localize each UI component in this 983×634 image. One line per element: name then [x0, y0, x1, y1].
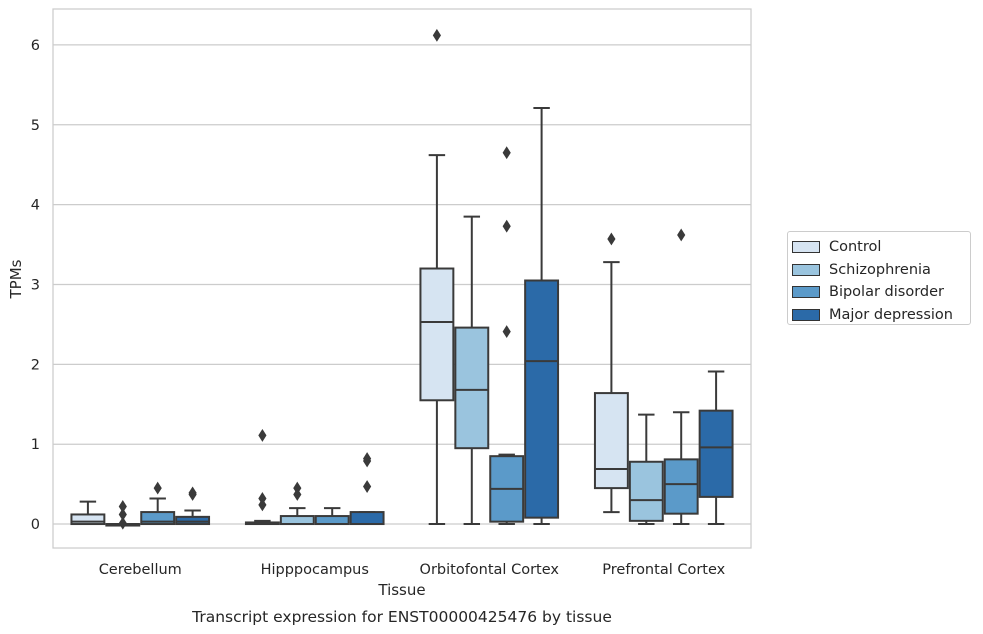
legend-label-bipolar-disorder: Bipolar disorder [829, 284, 944, 301]
legend-item-bipolar-disorder: Bipolar disorder [792, 281, 970, 304]
y-tick-label-1: 1 [31, 437, 40, 453]
x-axis-label: Tissue [377, 581, 425, 599]
box-control-prefrontal-cortex [593, 232, 629, 514]
box-major-depression-prefrontal-cortex [698, 370, 734, 526]
legend-swatch-bipolar-disorder [792, 286, 820, 299]
y-tick-label-0: 0 [31, 517, 40, 533]
outlier-point-control-hipppocampus-2 [258, 428, 267, 442]
gridlines [53, 44, 751, 525]
box-body-major-depression-hipppocampus [349, 511, 385, 526]
outlier-point-bipolar-disorder-orbitofontal-cortex-0 [502, 325, 511, 339]
plot-area-frame [52, 8, 752, 549]
box-schizophrenia-cerebellum [105, 500, 141, 530]
box-body-bipolar-disorder-cerebellum [140, 511, 176, 526]
box-control-hipppocampus [244, 428, 280, 526]
box-bipolar-disorder-orbitofontal-cortex [489, 146, 525, 526]
outlier-point-major-depression-cerebellum-1 [188, 486, 197, 500]
box-body-bipolar-disorder-hipppocampus [314, 515, 350, 526]
box-major-depression-orbitofontal-cortex [524, 107, 560, 526]
box-plot-series [70, 28, 734, 530]
outlier-point-bipolar-disorder-orbitofontal-cortex-2 [502, 146, 511, 160]
box-schizophrenia-prefrontal-cortex [628, 413, 664, 526]
legend: Control Schizophrenia Bipolar disorder M… [787, 231, 971, 325]
x-tick-label-prefrontal-cortex: Prefrontal Cortex [602, 562, 725, 578]
box-body-major-depression-cerebellum [175, 515, 211, 526]
box-body-control-cerebellum [70, 513, 106, 526]
box-body-major-depression-orbitofontal-cortex [524, 279, 560, 519]
outlier-point-control-hipppocampus-1 [258, 492, 267, 505]
y-tick-label-3: 3 [31, 277, 40, 293]
y-tick-label-2: 2 [31, 357, 40, 373]
x-tick-label-orbitofontal-cortex: Orbitofontal Cortex [420, 562, 560, 578]
y-tick-label-6: 6 [31, 38, 40, 54]
outlier-point-bipolar-disorder-prefrontal-cortex-0 [677, 228, 686, 242]
legend-swatch-schizophrenia [792, 263, 820, 276]
legend-label-control: Control [829, 239, 882, 256]
box-control-cerebellum [70, 500, 106, 526]
y-tick-label-4: 4 [31, 198, 40, 214]
box-body-schizophrenia-hipppocampus [279, 515, 315, 526]
legend-swatch-control [792, 241, 820, 254]
box-control-orbitofontal-cortex [419, 28, 455, 526]
y-tick-label-5: 5 [31, 118, 40, 134]
box-body-major-depression-prefrontal-cortex [698, 409, 734, 498]
box-body-schizophrenia-orbitofontal-cortex [454, 326, 490, 450]
legend-item-control: Control [792, 236, 970, 259]
outlier-point-major-depression-hipppocampus-0 [363, 480, 372, 493]
x-tick-label-cerebellum: Cerebellum [99, 562, 182, 578]
outlier-point-schizophrenia-cerebellum-1 [118, 508, 127, 521]
box-bipolar-disorder-cerebellum [140, 481, 176, 526]
outlier-point-bipolar-disorder-orbitofontal-cortex-1 [502, 219, 511, 233]
box-body-bipolar-disorder-prefrontal-cortex [663, 458, 699, 515]
box-body-control-prefrontal-cortex [593, 392, 629, 490]
box-body-schizophrenia-prefrontal-cortex [628, 460, 664, 522]
box-body-control-orbitofontal-cortex [419, 267, 455, 402]
x-tick-label-hipppocampus: Hipppocampus [261, 562, 369, 578]
y-axis-label: TPMs [7, 259, 25, 299]
x-axis-tick-labels: Cerebellum Hipppocampus Orbitofontal Corte… [99, 562, 726, 578]
box-schizophrenia-orbitofontal-cortex [454, 215, 490, 526]
y-axis-tick-labels: 0 1 2 3 4 5 6 [31, 38, 40, 533]
legend-swatch-major-depression [792, 308, 820, 321]
box-bipolar-disorder-prefrontal-cortex [663, 228, 699, 526]
box-major-depression-cerebellum [175, 486, 211, 526]
outlier-point-bipolar-disorder-cerebellum-0 [153, 481, 162, 495]
outlier-point-control-prefrontal-cortex-0 [607, 232, 616, 246]
legend-label-schizophrenia: Schizophrenia [829, 261, 931, 278]
outlier-point-control-orbitofontal-cortex-0 [432, 28, 441, 42]
box-major-depression-hipppocampus [349, 452, 385, 526]
outlier-point-schizophrenia-cerebellum-2 [118, 500, 127, 513]
outlier-point-major-depression-hipppocampus-2 [363, 452, 372, 465]
box-schizophrenia-hipppocampus [279, 481, 315, 526]
outlier-point-schizophrenia-cerebellum-0 [118, 516, 127, 530]
legend-item-schizophrenia: Schizophrenia [792, 259, 970, 282]
legend-label-major-depression: Major depression [829, 306, 953, 323]
outlier-point-schizophrenia-hipppocampus-1 [293, 481, 302, 495]
legend-item-major-depression: Major depression [792, 304, 970, 327]
box-bipolar-disorder-hipppocampus [314, 507, 350, 526]
chart-title: Transcript expression for ENST0000042547… [191, 608, 612, 626]
